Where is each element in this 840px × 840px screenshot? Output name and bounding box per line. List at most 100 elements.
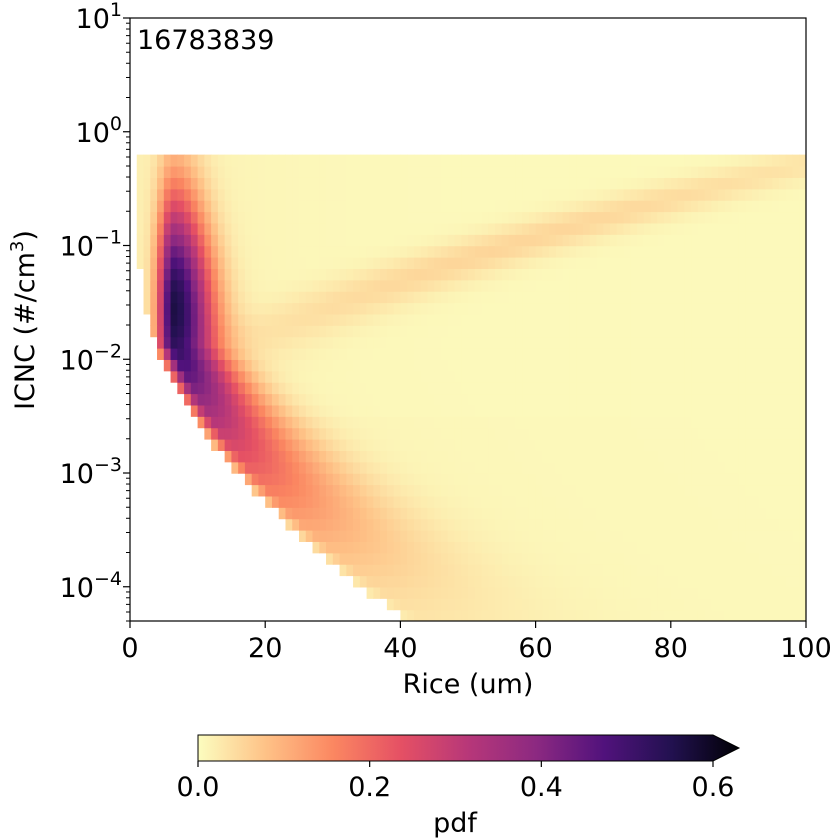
- heatmap-cell: [386, 359, 395, 372]
- heatmap-cell: [481, 609, 489, 621]
- heatmap-cell: [353, 450, 361, 463]
- heatmap-cell: [366, 484, 374, 497]
- heatmap-cell: [427, 427, 435, 440]
- heatmap-cell: [684, 279, 692, 292]
- heatmap-cell: [623, 177, 631, 190]
- heatmap-cell: [569, 461, 577, 474]
- heatmap-cell: [346, 313, 354, 326]
- heatmap-cell: [258, 302, 266, 315]
- heatmap-cell: [542, 552, 550, 565]
- heatmap-cell: [278, 188, 287, 201]
- heatmap-cell: [724, 313, 733, 326]
- heatmap-cell: [184, 268, 192, 281]
- heatmap-cell: [630, 359, 638, 372]
- heatmap-cell: [576, 336, 584, 349]
- heatmap-cell: [440, 382, 449, 395]
- heatmap-cell: [251, 450, 260, 463]
- heatmap-cell: [643, 302, 652, 315]
- heatmap-cell: [326, 222, 334, 235]
- heatmap-cell: [393, 495, 401, 508]
- heatmap-cell: [427, 518, 435, 531]
- heatmap-cell: [603, 359, 611, 372]
- heatmap-cell: [407, 507, 415, 520]
- heatmap-cell: [738, 541, 746, 554]
- heatmap-cell: [292, 200, 300, 213]
- heatmap-cell: [569, 609, 577, 621]
- heatmap-cell: [670, 325, 679, 338]
- heatmap-cell: [792, 291, 800, 304]
- heatmap-cell: [366, 404, 374, 417]
- heatmap-cell: [657, 564, 665, 577]
- heatmap-cell: [751, 211, 760, 224]
- heatmap-cell: [637, 450, 645, 463]
- heatmap-cell: [562, 495, 570, 508]
- heatmap-cell: [596, 575, 604, 588]
- heatmap-cell: [657, 404, 665, 417]
- heatmap-cell: [481, 302, 489, 315]
- heatmap-cell: [704, 177, 712, 190]
- heatmap-cell: [745, 382, 753, 395]
- heatmap-cell: [549, 245, 557, 258]
- heatmap-cell: [596, 427, 604, 440]
- heatmap-cell: [244, 154, 253, 167]
- heatmap-cell: [799, 564, 806, 577]
- heatmap-cell: [413, 234, 422, 247]
- heatmap-cell: [711, 518, 719, 531]
- heatmap-cell: [637, 416, 645, 429]
- heatmap-cell: [650, 336, 658, 349]
- heatmap-cell: [501, 404, 510, 417]
- heatmap-cell: [157, 257, 165, 269]
- heatmap-cell: [596, 552, 604, 565]
- heatmap-cell: [461, 370, 469, 383]
- heatmap-cell: [724, 552, 733, 565]
- heatmap-cell: [407, 586, 415, 599]
- heatmap-cell: [718, 200, 726, 213]
- heatmap-cell: [447, 291, 456, 304]
- heatmap-cell: [582, 530, 591, 542]
- heatmap-cell: [258, 370, 266, 383]
- heatmap-cell: [461, 279, 469, 292]
- heatmap-cell: [637, 188, 645, 201]
- heatmap-cell: [380, 154, 388, 167]
- heatmap-cell: [177, 268, 185, 281]
- heatmap-cell: [346, 370, 354, 383]
- heatmap-cell: [616, 154, 625, 167]
- heatmap-cell: [413, 188, 422, 201]
- heatmap-cell: [549, 598, 557, 611]
- heatmap-cell: [285, 336, 293, 349]
- heatmap-cell: [724, 541, 733, 554]
- heatmap-cell: [792, 564, 800, 577]
- heatmap-cell: [393, 325, 401, 338]
- heatmap-cell: [332, 404, 341, 417]
- heatmap-cell: [535, 473, 543, 486]
- heatmap-cell: [488, 177, 496, 190]
- heatmap-cell: [373, 313, 381, 326]
- heatmap-cell: [778, 382, 787, 395]
- heatmap-cell: [751, 450, 760, 463]
- heatmap-cell: [765, 154, 773, 167]
- heatmap-cell: [400, 404, 408, 417]
- heatmap-cell: [718, 439, 726, 451]
- heatmap-cell: [751, 541, 760, 554]
- heatmap-cell: [373, 222, 381, 235]
- heatmap-cell: [657, 450, 665, 463]
- heatmap-cell: [630, 473, 638, 486]
- heatmap-cell: [400, 484, 408, 497]
- heatmap-cell: [731, 393, 739, 406]
- heatmap-cell: [305, 416, 314, 429]
- heatmap-cell: [299, 404, 307, 417]
- heatmap-cell: [664, 416, 672, 429]
- heatmap-cell: [724, 291, 733, 304]
- heatmap-cell: [528, 302, 537, 315]
- heatmap-cell: [312, 461, 320, 474]
- heatmap-cell: [745, 165, 753, 178]
- heatmap-cell: [515, 404, 523, 417]
- heatmap-cell: [211, 200, 219, 213]
- heatmap-cell: [332, 370, 341, 383]
- heatmap-cell: [508, 564, 516, 577]
- heatmap-cell: [765, 222, 773, 235]
- heatmap-cell: [400, 575, 408, 588]
- heatmap-cell: [353, 313, 361, 326]
- heatmap-cell: [495, 188, 503, 201]
- heatmap-cell: [440, 507, 449, 520]
